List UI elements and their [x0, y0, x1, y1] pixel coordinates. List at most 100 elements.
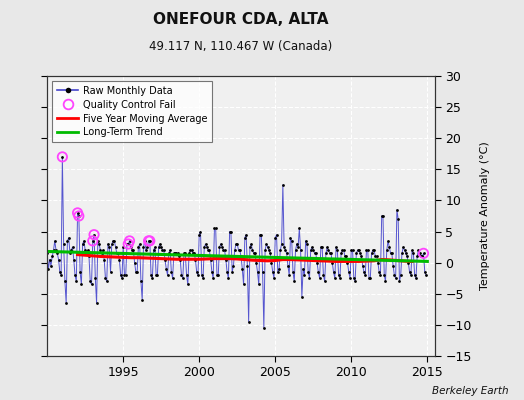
Point — [201, 241, 210, 247]
Point — [282, 250, 291, 256]
Point — [297, 247, 305, 254]
Point — [148, 275, 157, 282]
Point — [163, 272, 172, 278]
Point — [419, 250, 428, 256]
Point — [110, 238, 118, 244]
Point — [237, 253, 245, 260]
Y-axis label: Temperature Anomaly (°C): Temperature Anomaly (°C) — [480, 142, 490, 290]
Point — [355, 247, 363, 254]
Point — [195, 232, 203, 238]
Point — [370, 247, 378, 254]
Point — [404, 260, 412, 266]
Point — [374, 260, 382, 266]
Point — [410, 272, 419, 278]
Point — [73, 210, 82, 216]
Point — [289, 269, 297, 275]
Point — [200, 244, 209, 250]
Point — [113, 250, 121, 256]
Point — [275, 266, 283, 272]
Point — [345, 269, 353, 275]
Point — [239, 281, 248, 288]
Point — [47, 262, 55, 269]
Point — [401, 250, 410, 256]
Point — [74, 213, 83, 219]
Point — [48, 253, 57, 260]
Point — [210, 225, 219, 232]
Point — [143, 244, 151, 250]
Point — [166, 247, 174, 254]
Point — [233, 241, 242, 247]
Point — [353, 247, 362, 254]
Point — [361, 272, 369, 278]
Point — [206, 256, 215, 263]
Point — [321, 278, 329, 284]
Point — [137, 278, 145, 284]
Point — [219, 247, 227, 254]
Point — [249, 250, 258, 256]
Point — [85, 253, 93, 260]
Point — [212, 225, 220, 232]
Point — [409, 250, 418, 256]
Point — [213, 272, 221, 278]
Point — [79, 241, 87, 247]
Point — [70, 256, 78, 263]
Point — [196, 228, 205, 235]
Point — [54, 256, 63, 263]
Point — [236, 247, 244, 254]
Point — [325, 250, 334, 256]
Point — [246, 244, 254, 250]
Point — [62, 300, 70, 306]
Point — [125, 238, 134, 244]
Point — [247, 241, 255, 247]
Text: 49.117 N, 110.467 W (Canada): 49.117 N, 110.467 W (Canada) — [149, 40, 333, 53]
Point — [89, 238, 97, 244]
Point — [389, 262, 397, 269]
Point — [422, 272, 430, 278]
Point — [121, 272, 129, 278]
Point — [119, 244, 127, 250]
Point — [204, 247, 212, 254]
Point — [127, 244, 135, 250]
Point — [323, 244, 331, 250]
Point — [303, 241, 311, 247]
Point — [133, 269, 141, 275]
Point — [395, 278, 403, 284]
Point — [403, 253, 411, 260]
Point — [390, 272, 399, 278]
Point — [356, 250, 364, 256]
Point — [262, 241, 270, 247]
Point — [333, 247, 342, 254]
Point — [190, 250, 199, 256]
Point — [77, 281, 85, 288]
Point — [398, 250, 406, 256]
Point — [151, 244, 159, 250]
Point — [285, 272, 293, 278]
Point — [162, 266, 170, 272]
Point — [134, 244, 143, 250]
Point — [408, 247, 416, 254]
Point — [330, 269, 338, 275]
Point — [92, 300, 101, 306]
Point — [418, 253, 427, 260]
Point — [67, 247, 75, 254]
Point — [279, 182, 287, 188]
Point — [49, 247, 58, 254]
Point — [260, 325, 268, 331]
Point — [365, 275, 373, 282]
Point — [82, 250, 91, 256]
Point — [352, 250, 361, 256]
Point — [101, 275, 110, 282]
Point — [277, 241, 286, 247]
Point — [316, 244, 325, 250]
Point — [224, 275, 233, 282]
Point — [112, 244, 120, 250]
Point — [222, 256, 230, 263]
Point — [223, 269, 231, 275]
Point — [367, 250, 376, 256]
Point — [157, 244, 166, 250]
Point — [283, 262, 292, 269]
Point — [168, 275, 177, 282]
Point — [156, 241, 164, 247]
Point — [94, 238, 102, 244]
Point — [242, 232, 250, 238]
